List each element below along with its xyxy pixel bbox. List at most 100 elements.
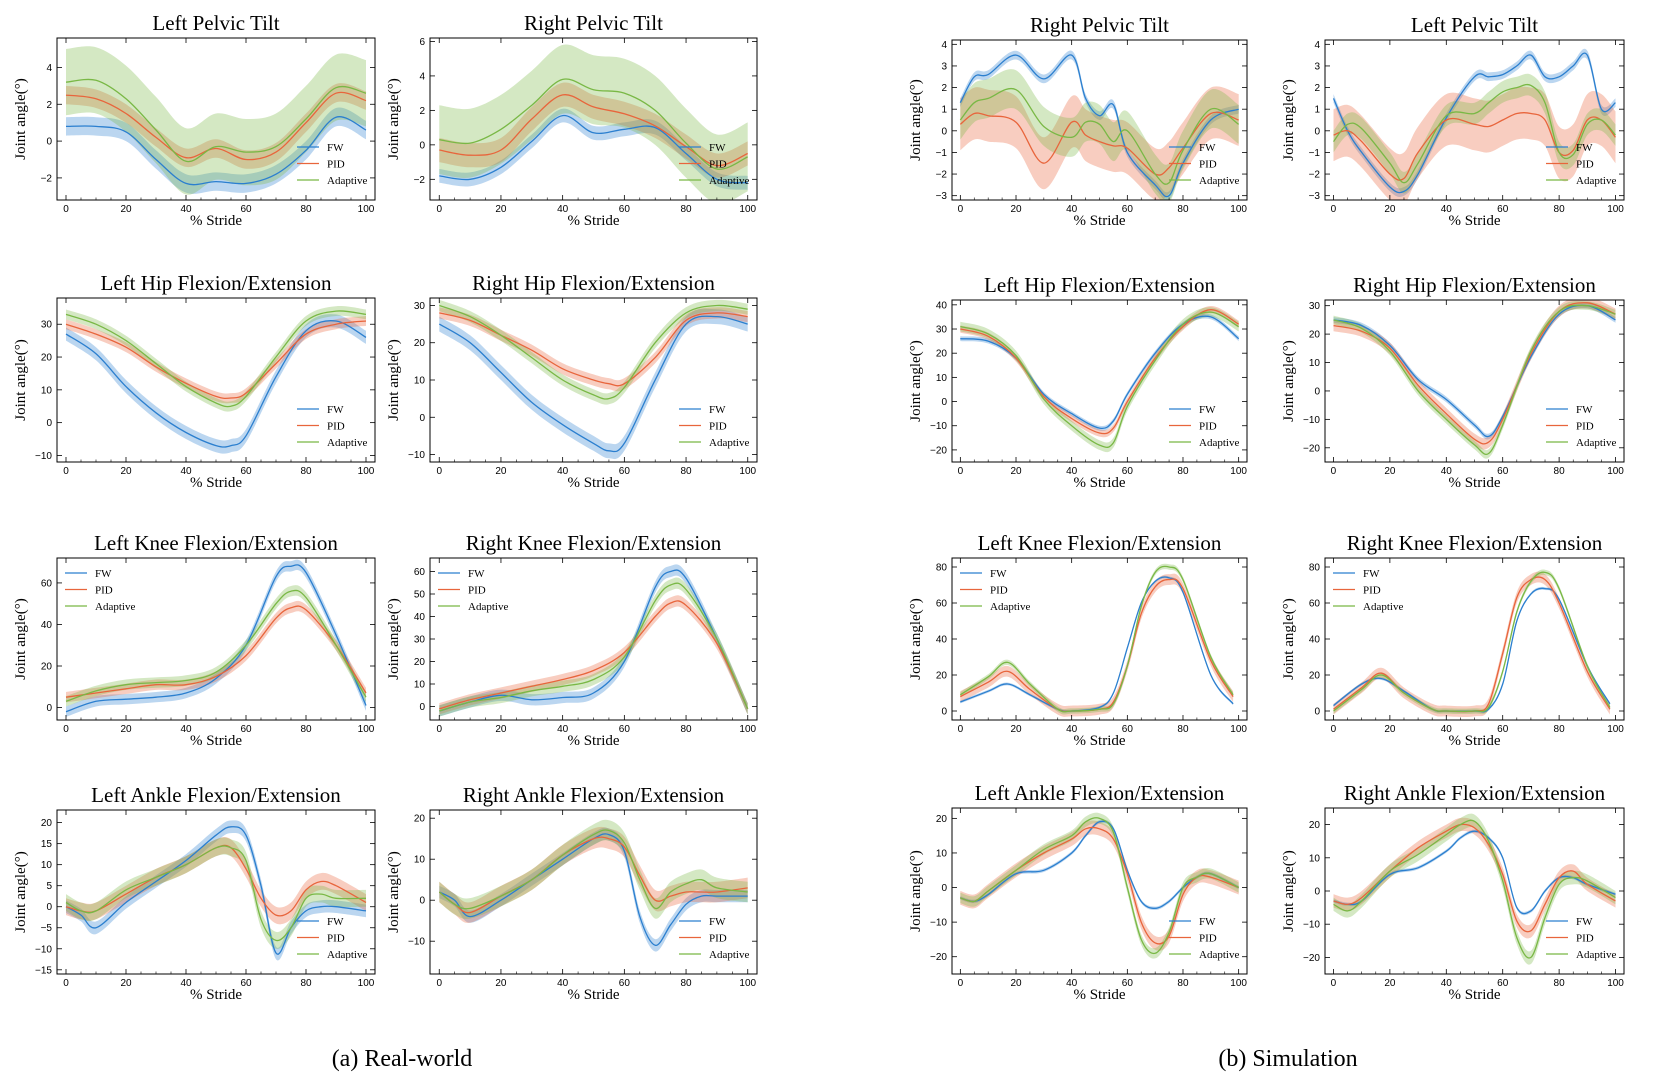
- line-fw: [65, 320, 367, 448]
- line-fw: [960, 820, 1239, 909]
- y-tick-label: 10: [414, 855, 426, 866]
- y-axis-label: Joint angle(°): [908, 340, 924, 421]
- y-tick-label: 10: [1309, 853, 1321, 864]
- line-fw: [65, 116, 367, 186]
- y-tick-label: 0: [941, 707, 947, 718]
- x-tick-label: 60: [1497, 724, 1509, 735]
- legend-label-pid: PID: [1576, 933, 1594, 945]
- band-pid: [66, 837, 366, 925]
- x-tick-label: 100: [1607, 978, 1624, 989]
- panel-title: Left Ankle Flexion/Extension: [91, 783, 341, 807]
- legend-label-pid: PID: [327, 933, 345, 945]
- y-tick-label: −20: [930, 445, 947, 456]
- y-tick-label: 60: [936, 599, 948, 610]
- panel-right-pelvic-tilt-1: 0 20 40 60 80 100 −2 0 2 4 6 Right Pelvic Tilt % Str…: [386, 11, 758, 229]
- legend-label-fw: FW: [327, 142, 344, 154]
- legend-label-adaptive: Adaptive: [1199, 949, 1239, 961]
- x-tick-label: 80: [1554, 724, 1566, 735]
- x-tick-label: 80: [1177, 978, 1189, 989]
- band-fw: [439, 308, 748, 460]
- band-fw: [66, 820, 366, 961]
- y-tick-label: 0: [419, 140, 425, 151]
- y-tick-label: −3: [936, 191, 948, 202]
- y-tick-label: 20: [936, 814, 948, 825]
- x-tick-label: 80: [1177, 204, 1189, 215]
- line-fw: [65, 826, 367, 955]
- legend-label-adaptive: Adaptive: [1576, 437, 1616, 449]
- y-tick-label: 4: [1314, 40, 1320, 51]
- y-tick-label: 40: [414, 612, 426, 623]
- x-tick-label: 60: [1122, 978, 1134, 989]
- panel-left-ankle-flexion-extension-12: 0 20 40 60 80 100 −15 −10 −5 0 5 10 15 20 Left Ankle F…: [13, 783, 376, 1003]
- x-tick-label: 60: [1122, 724, 1134, 735]
- y-tick-label: −2: [936, 170, 948, 181]
- y-tick-label: 20: [41, 662, 53, 673]
- band-fw: [439, 108, 748, 190]
- x-tick-label: 60: [1497, 204, 1509, 215]
- band-fw: [1333, 302, 1616, 440]
- y-tick-label: 2: [46, 100, 52, 111]
- line-adaptive: [65, 845, 367, 942]
- y-tick-label: 4: [941, 40, 947, 51]
- legend-label-fw: FW: [709, 404, 726, 416]
- x-tick-label: 100: [739, 466, 756, 477]
- x-tick-label: 100: [1230, 204, 1247, 215]
- y-tick-label: 4: [419, 71, 425, 82]
- panel-title: Right Hip Flexion/Extension: [472, 271, 715, 295]
- x-tick-label: 60: [619, 978, 631, 989]
- line-fw: [439, 114, 748, 184]
- y-tick-label: 1: [941, 105, 947, 116]
- x-tick-label: 40: [1066, 724, 1078, 735]
- x-tick-label: 0: [63, 724, 69, 735]
- y-tick-label: 10: [936, 373, 948, 384]
- y-tick-label: 40: [1309, 635, 1321, 646]
- y-tick-label: 30: [414, 635, 426, 646]
- panel-left-ankle-flexion-extension-14: 0 20 40 60 80 100 −20 −10 0 10 20 Left Ankle Flexio…: [908, 781, 1248, 1003]
- legend-label-pid: PID: [709, 421, 727, 433]
- line-adaptive: [959, 87, 1240, 185]
- panel-left-hip-flexion-extension-4: 0 20 40 60 80 100 −10 0 10 20 30 Left Hip Flexion/E…: [13, 271, 376, 491]
- x-axis-label: % Stride: [1073, 475, 1125, 491]
- x-tick-label: 0: [436, 978, 442, 989]
- y-tick-label: 0: [941, 397, 947, 408]
- plot-area: [1332, 48, 1617, 200]
- y-tick-label: 30: [1309, 301, 1321, 312]
- x-tick-label: 0: [958, 204, 964, 215]
- x-tick-label: 20: [495, 724, 507, 735]
- y-axis-label: Joint angle(°): [908, 79, 924, 160]
- plot-frame: [1324, 557, 1625, 721]
- x-tick-label: 40: [180, 978, 192, 989]
- panel-title: Left Pelvic Tilt: [1411, 13, 1538, 37]
- line-adaptive: [439, 582, 749, 712]
- line-adaptive: [65, 589, 367, 702]
- line-fw: [438, 833, 748, 946]
- y-tick-label: 80: [1309, 563, 1321, 574]
- x-tick-label: 40: [1441, 466, 1453, 477]
- panel-right-ankle-flexion-extension-13: 0 20 40 60 80 100 −10 0 10 20 Right Ankle Flexion/…: [386, 783, 758, 1003]
- band-fw: [66, 314, 366, 454]
- y-tick-label: 20: [1309, 671, 1321, 682]
- y-tick-label: 10: [1309, 358, 1321, 369]
- x-tick-label: 80: [300, 204, 312, 215]
- x-tick-label: 0: [436, 724, 442, 735]
- x-tick-label: 20: [1384, 204, 1396, 215]
- y-tick-label: −20: [930, 952, 947, 963]
- legend-label-fw: FW: [709, 142, 726, 154]
- y-tick-label: 4: [46, 63, 52, 74]
- x-axis-label: % Stride: [190, 475, 242, 491]
- x-tick-label: 20: [495, 204, 507, 215]
- panel-title: Right Knee Flexion/Extension: [1347, 531, 1603, 555]
- line-adaptive: [439, 78, 748, 170]
- x-tick-label: 60: [1122, 204, 1134, 215]
- line-pid: [1333, 112, 1617, 181]
- x-tick-label: 0: [436, 204, 442, 215]
- y-axis-label: Joint angle(°): [1281, 79, 1297, 160]
- x-axis-label: % Stride: [190, 987, 242, 1003]
- y-tick-label: −20: [1303, 953, 1320, 964]
- line-fw: [1333, 304, 1616, 438]
- band-adaptive: [66, 585, 366, 707]
- panel-left-pelvic-tilt-0: 0 20 40 60 80 100 −2 0 2 4 Left Pelvic Tilt % Strid…: [13, 11, 376, 229]
- band-pid: [960, 86, 1239, 200]
- x-tick-label: 0: [63, 978, 69, 989]
- y-axis-label: Joint angle(°): [908, 850, 924, 931]
